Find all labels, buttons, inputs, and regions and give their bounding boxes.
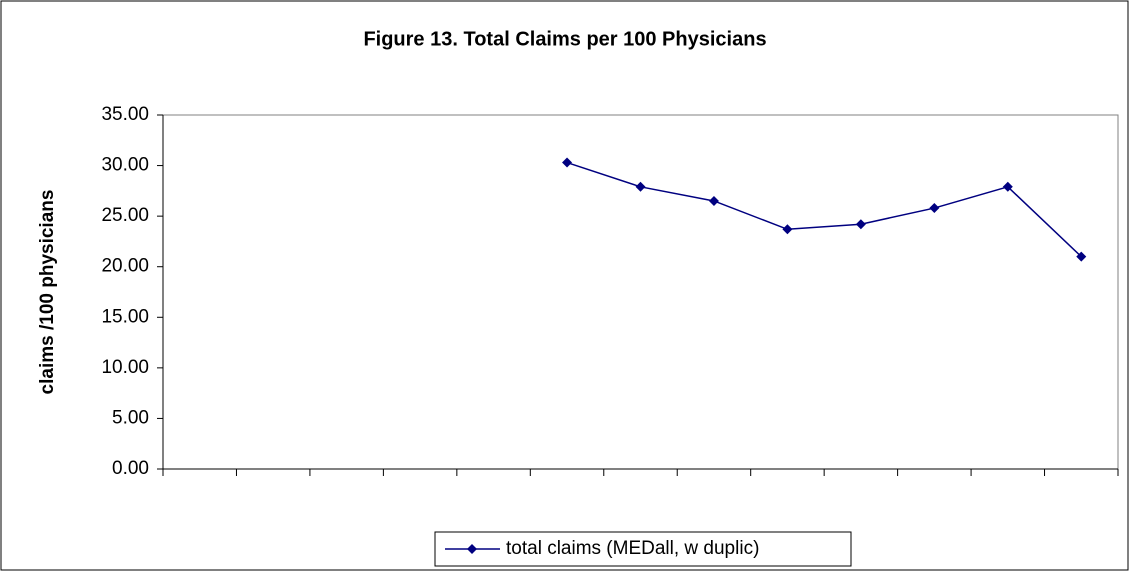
series-line bbox=[566, 161, 1082, 258]
point-marker bbox=[855, 219, 866, 230]
y-tick-label: 20.00 bbox=[101, 256, 149, 277]
chart-title: Figure 13. Total Claims per 100 Physicia… bbox=[363, 28, 766, 50]
y-tick-label: 10.00 bbox=[101, 357, 149, 378]
point-marker bbox=[1076, 251, 1087, 262]
point-marker bbox=[562, 157, 573, 168]
plot-area bbox=[162, 114, 1119, 470]
legend-swatch-marker bbox=[467, 544, 477, 554]
y-tick-label: 30.00 bbox=[101, 155, 149, 176]
point-marker bbox=[782, 224, 793, 235]
y-tick-label: 15.00 bbox=[101, 306, 149, 327]
point-marker bbox=[929, 203, 940, 214]
legend-label: total claims (MEDall, w duplic) bbox=[506, 538, 759, 559]
point-marker bbox=[708, 195, 719, 206]
y-tick-label: 5.00 bbox=[112, 407, 149, 428]
point-marker bbox=[1002, 181, 1013, 192]
point-marker bbox=[635, 181, 646, 192]
y-tick-label: 35.00 bbox=[101, 104, 149, 125]
y-tick-label: 25.00 bbox=[101, 205, 149, 226]
y-tick-label: 0.00 bbox=[112, 458, 149, 479]
y-axis-label: claims /100 physicians bbox=[37, 190, 58, 395]
legend bbox=[434, 531, 852, 567]
